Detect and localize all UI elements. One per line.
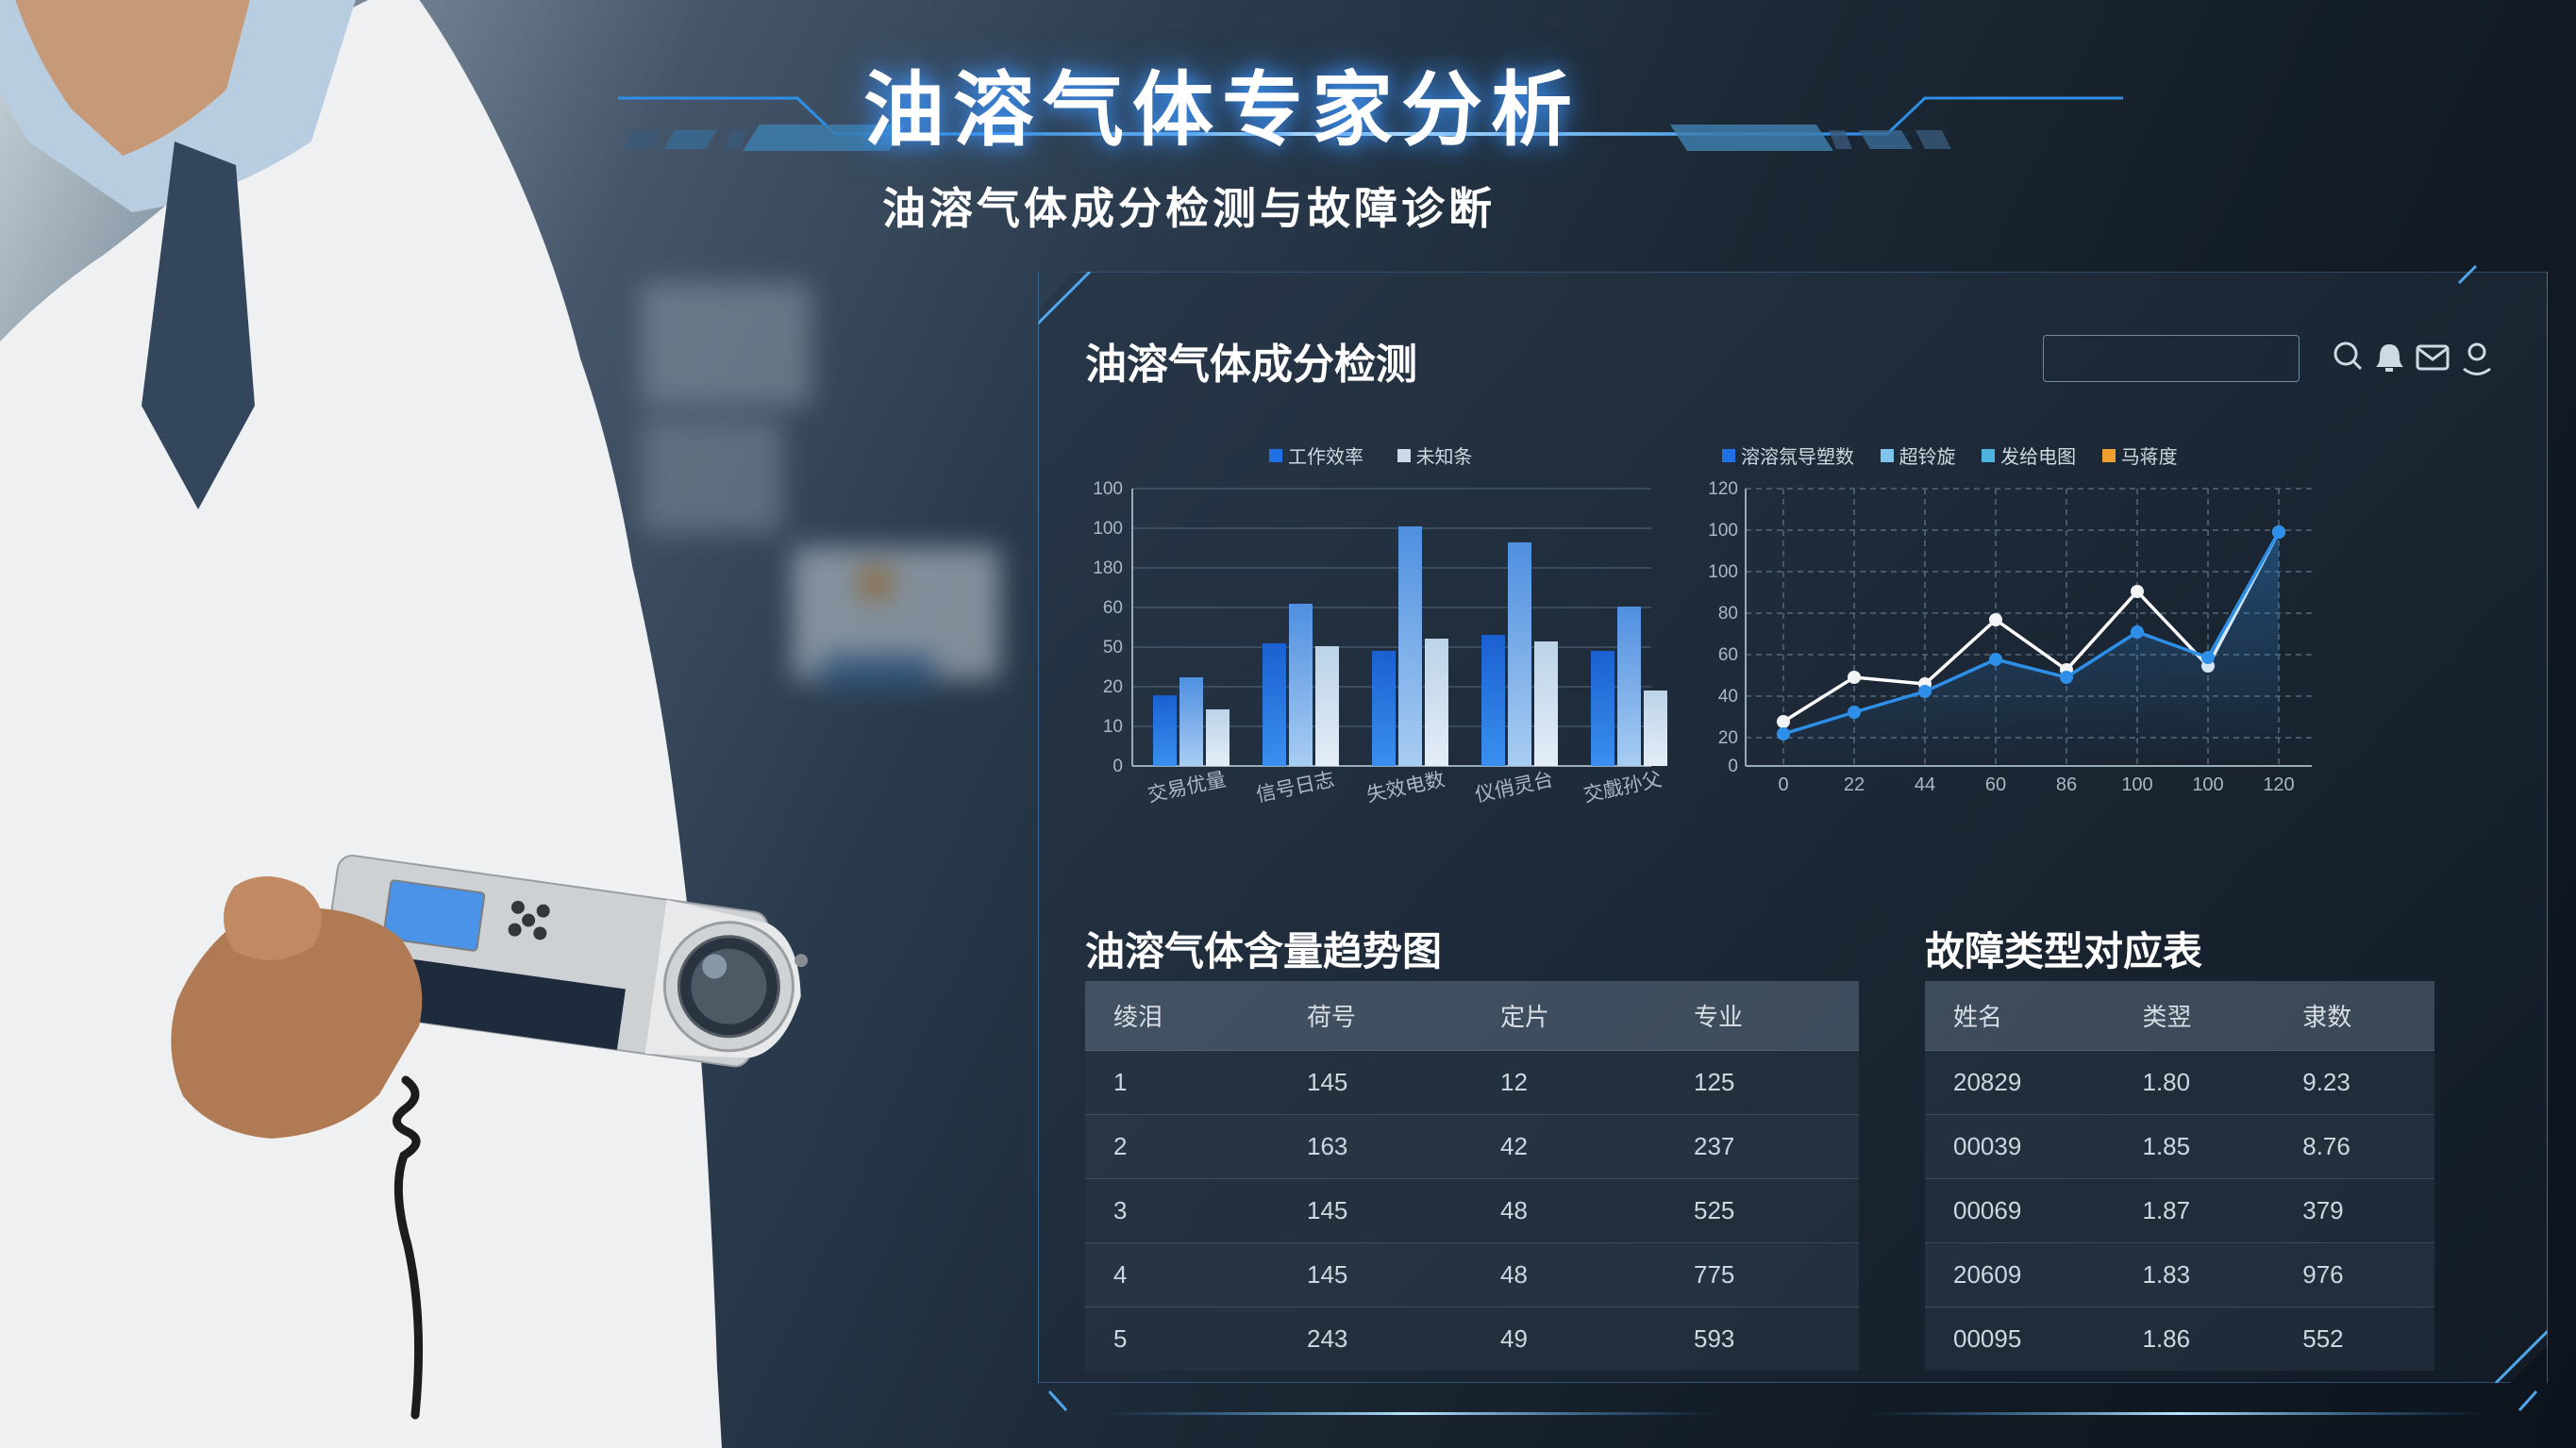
svg-text:100: 100 [1708,562,1738,582]
svg-text:100: 100 [2121,774,2152,795]
svg-text:120: 120 [1708,479,1738,499]
svg-text:22: 22 [1844,774,1865,795]
svg-text:40: 40 [1718,687,1738,707]
svg-text:交易优量: 交易优量 [1146,769,1228,807]
svg-text:60: 60 [1718,645,1738,665]
svg-text:80: 80 [1718,604,1738,624]
svg-text:60: 60 [1985,774,2006,795]
svg-text:交戲孙父: 交戲孙父 [1581,769,1664,807]
svg-text:20: 20 [1718,728,1738,748]
svg-text:50: 50 [1103,638,1123,657]
svg-text:仪俏灵台: 仪俏灵台 [1473,769,1555,807]
svg-text:120: 120 [2263,774,2294,795]
svg-text:0: 0 [1728,757,1738,776]
svg-text:180: 180 [1093,558,1123,578]
svg-text:0: 0 [1112,757,1123,776]
svg-text:信号日志: 信号日志 [1254,769,1336,807]
svg-text:100: 100 [1093,479,1123,499]
svg-text:100: 100 [1708,521,1738,541]
svg-text:100: 100 [1093,519,1123,539]
svg-text:20: 20 [1103,677,1123,697]
svg-text:86: 86 [2056,774,2077,795]
svg-text:100: 100 [2192,774,2223,795]
svg-text:失效电数: 失效电数 [1364,769,1447,807]
svg-text:60: 60 [1103,598,1123,618]
svg-text:10: 10 [1103,717,1123,737]
svg-text:0: 0 [1778,774,1788,795]
svg-text:44: 44 [1915,774,1935,795]
